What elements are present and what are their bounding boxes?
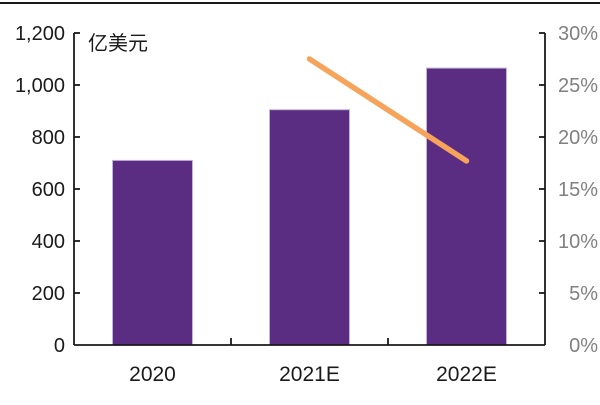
bar-2020 — [112, 159, 193, 346]
left-axis-unit-label: 亿美元 — [88, 32, 148, 55]
left-axis-label: 0 — [54, 335, 65, 357]
right-axis-label: 15% — [558, 179, 598, 201]
x-axis-label-2022E: 2022E — [436, 363, 497, 386]
right-axis-label: 5% — [569, 283, 598, 305]
bar-2022E — [426, 67, 507, 346]
left-axis-label: 1,200 — [15, 23, 65, 45]
right-axis-label: 25% — [558, 75, 598, 97]
left-axis-label: 400 — [32, 231, 65, 253]
right-axis-label: 30% — [558, 23, 598, 45]
right-axis-label: 0% — [569, 335, 598, 357]
growth-rate-line — [306, 56, 470, 164]
left-axis-label: 600 — [32, 179, 65, 201]
top-divider-line — [0, 2, 600, 4]
x-axis-label-2021E: 2021E — [279, 363, 340, 386]
x-axis-label-2020: 2020 — [129, 363, 176, 386]
left-axis-label: 800 — [32, 127, 65, 149]
left-axis-label: 1,000 — [15, 75, 65, 97]
right-axis-label: 20% — [558, 127, 598, 149]
right-axis-label: 10% — [558, 231, 598, 253]
left-axis-label: 200 — [32, 283, 65, 305]
bar-2021E — [269, 109, 350, 346]
